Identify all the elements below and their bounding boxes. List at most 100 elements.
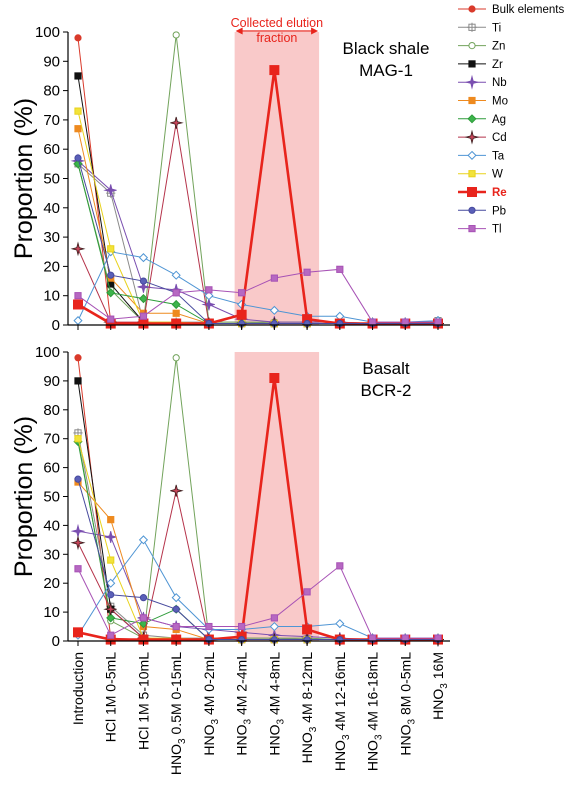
- legend-label: Tl: [492, 224, 502, 236]
- legend-entry-ta: Ta: [458, 150, 505, 162]
- y-tick-label: 70: [43, 431, 60, 448]
- y-axis-label: Proportion (%): [10, 416, 38, 577]
- y-tick-label: 60: [43, 460, 60, 477]
- point-ta-3: [171, 270, 181, 280]
- legend-entry-nb: Nb: [458, 74, 507, 90]
- series-line-tl: [77, 268, 438, 323]
- legend-entry-cd: Cd: [458, 129, 507, 145]
- legend-entry-tl: Tl: [458, 224, 502, 236]
- legend-entry-re: Re: [458, 187, 507, 199]
- collected-fraction-annotation: Collected elution fraction: [231, 16, 323, 45]
- y-tick-label: 60: [43, 141, 60, 158]
- point-ag-1: [106, 288, 116, 298]
- point-re-0: [73, 299, 83, 310]
- point-tl-0: [74, 565, 82, 573]
- point-tl-5: [238, 622, 246, 631]
- legend-entry-ti: Ti: [458, 22, 501, 34]
- legend-marker-w: [468, 170, 476, 178]
- y-tick-label: 0: [52, 317, 60, 334]
- point-tl-7: [303, 588, 311, 596]
- legend-marker-ti: [467, 22, 477, 32]
- legend-entry-zn: Zn: [458, 41, 505, 53]
- legend-label: Re: [492, 187, 507, 199]
- point-cd-1: [103, 603, 117, 616]
- highlight-bands: [234, 32, 320, 641]
- point-tl-0: [74, 292, 82, 300]
- panel-label: Basalt BCR-2: [360, 359, 411, 400]
- y-axis-label: Proportion (%): [10, 98, 38, 259]
- legend-marker-cd: [464, 129, 480, 145]
- y-tick-label: 20: [43, 575, 60, 592]
- point-pb-1: [107, 271, 115, 279]
- y-tick-label: 0: [52, 633, 60, 650]
- point-tl-6: [270, 614, 278, 622]
- point-ag-2: [138, 294, 149, 304]
- point-w-1: [107, 245, 115, 253]
- y-tick-label: 90: [43, 53, 60, 70]
- point-nb-1: [103, 530, 117, 543]
- y-tick-label: 50: [43, 171, 60, 188]
- point-mo-3: [172, 309, 180, 317]
- point-cd-0: [70, 535, 86, 551]
- x-tick-label: HCl 1M 0-5mL: [103, 652, 119, 742]
- point-ta-1: [106, 578, 116, 588]
- point-tl-9: [368, 634, 377, 642]
- legend-marker-ta: [467, 150, 477, 160]
- legend-marker-tl: [468, 225, 476, 233]
- legend-label: Nb: [492, 77, 507, 89]
- legend-marker-pb: [468, 206, 476, 214]
- y-tick-label: 80: [43, 83, 60, 100]
- y-tick-label: 40: [43, 517, 60, 534]
- point-tl-7: [303, 268, 311, 276]
- point-tl-6: [270, 274, 278, 282]
- point-pb-1: [107, 591, 115, 599]
- point-tl-4: [205, 286, 213, 294]
- point-ag-2: [138, 619, 149, 629]
- legend-entry-bulk-elements: Bulk elements: [458, 4, 564, 16]
- point-zr-0: [74, 72, 82, 80]
- arrowhead-left: [235, 27, 243, 35]
- x-tick-label: HNO3 8M 0-5mL: [397, 652, 417, 756]
- legend-marker-ag: [467, 114, 477, 124]
- point-pb-0: [74, 154, 82, 162]
- point-zr-0: [74, 377, 82, 385]
- point-w-0: [74, 107, 82, 115]
- panel-label: Black shale MAG-1: [343, 39, 430, 80]
- series-line-pb: [77, 157, 438, 325]
- legend-label: Pb: [492, 205, 506, 217]
- x-tick-label: HNO3 0.5M 0-15mL: [168, 652, 188, 775]
- point-zn-3: [172, 354, 180, 362]
- x-tick-label: HNO3 4M 4-8mL: [266, 652, 286, 756]
- series-line-pb: [77, 479, 438, 641]
- point-tl-10: [401, 634, 409, 642]
- y-tick-label: 40: [43, 200, 60, 217]
- legend-label: Bulk elements: [492, 4, 564, 16]
- point-tl-3: [172, 289, 180, 297]
- point-pb-3: [172, 605, 180, 613]
- point-tl-11: [434, 634, 442, 642]
- point-bulk-elements-0: [74, 354, 82, 362]
- point-zn-3: [172, 31, 180, 39]
- point-w-1: [107, 556, 115, 564]
- legend-label: Cd: [492, 132, 507, 144]
- point-re-0: [73, 627, 83, 638]
- point-tl-8: [336, 265, 344, 273]
- legend-label: Ag: [492, 114, 506, 126]
- point-ta-3: [171, 593, 181, 603]
- y-tick-label: 30: [43, 546, 60, 563]
- point-ag-1: [106, 613, 116, 623]
- point-ta-4: [204, 291, 214, 301]
- legend-marker-zn: [468, 42, 476, 50]
- point-mo-1: [107, 516, 115, 524]
- y-tick-label: 100: [35, 24, 60, 41]
- x-tick-label: HNO3 4M 16-18mL: [365, 652, 385, 771]
- point-w-0: [74, 435, 82, 443]
- legend-label: Ti: [492, 22, 501, 34]
- point-nb-1: [103, 184, 117, 197]
- y-tick-label: 10: [43, 288, 60, 305]
- legend-marker-re: [467, 187, 477, 197]
- legend-label: W: [492, 169, 503, 181]
- panel-black-shale: 0 10 20 30 40 50 60 70 80 90 100 Proportion (%) Blac…: [10, 24, 450, 334]
- legend-marker-bulk-elements: [468, 5, 476, 13]
- legend-marker-mo: [468, 96, 476, 105]
